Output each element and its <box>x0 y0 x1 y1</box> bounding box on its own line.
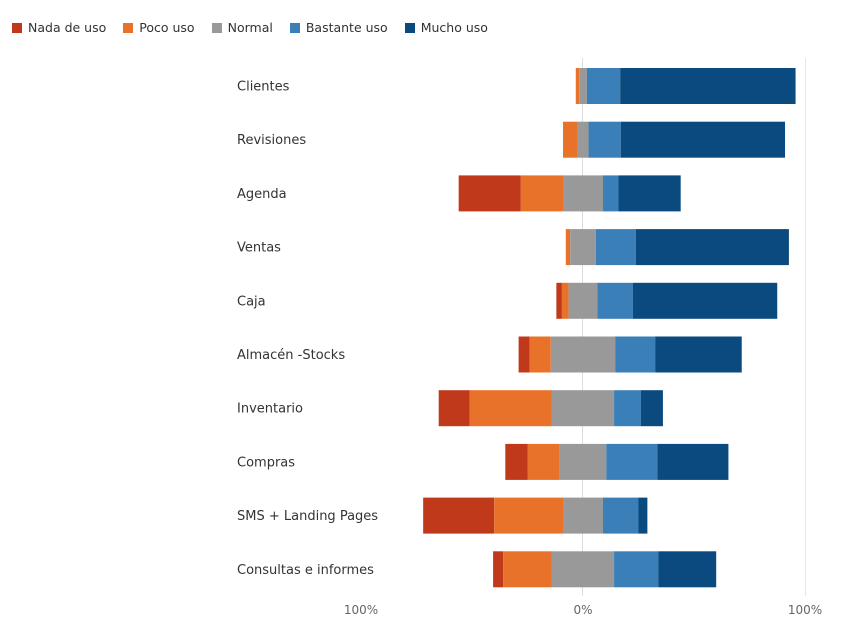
category-label: SMS + Landing Pages <box>237 509 378 524</box>
bar-segment-normal <box>551 551 615 588</box>
category-label: Agenda <box>237 187 287 202</box>
bar-segment-bastante-uso <box>595 229 636 266</box>
bar-segment-bastante-uso <box>586 68 621 104</box>
category-label: Caja <box>237 294 266 309</box>
category-label: Inventario <box>237 402 303 417</box>
category-label: Revisiones <box>237 133 306 148</box>
legend-swatch <box>12 22 22 33</box>
x-tick-label: 0% <box>573 603 592 617</box>
bar-segment-bastante-uso <box>614 390 641 427</box>
legend-swatch <box>123 22 134 33</box>
legend-label: Bastante uso <box>305 20 388 35</box>
x-tick-label: 100% <box>344 603 378 617</box>
bar-segment-mucho-uso <box>655 336 742 373</box>
bar-segment-poco-uso <box>494 497 564 534</box>
category-label: Almacén -Stocks <box>237 348 345 363</box>
bar-segment-bastante-uso <box>606 443 658 480</box>
bar-segment-normal <box>579 68 587 104</box>
bar-segment-bastante-uso <box>615 336 656 373</box>
legend-label: Poco uso <box>139 20 195 35</box>
legend-item-nada-de-uso: Nada de uso <box>12 20 106 35</box>
bar-segment-mucho-uso <box>638 497 648 534</box>
bar-segment-mucho-uso <box>640 390 663 427</box>
legend-item-poco-uso: Poco uso <box>123 20 195 35</box>
bar-segment-normal <box>570 229 596 266</box>
bar-segment-bastante-uso <box>602 497 639 534</box>
bar-segment-poco-uso <box>520 175 564 212</box>
bar-segment-bastante-uso <box>602 175 619 212</box>
legend-swatch <box>289 22 300 33</box>
bar-segment-normal <box>577 121 589 158</box>
category-label: Compras <box>237 455 295 470</box>
bar-segment-mucho-uso <box>635 229 789 266</box>
bar-segment-bastante-uso <box>597 282 633 319</box>
bar-segment-normal <box>559 443 607 480</box>
category-label: Clientes <box>237 80 290 95</box>
bar-segment-poco-uso <box>469 390 552 427</box>
bar-segment-mucho-uso <box>618 175 681 212</box>
bar-segment-bastante-uso <box>588 121 621 158</box>
legend-label: Normal <box>227 20 273 35</box>
legend-item-mucho-uso: Mucho uso <box>404 20 488 35</box>
bar-segment-nada-de-uso <box>505 443 528 480</box>
chart-legend: Nada de uso Poco uso Normal Bastante uso Muc… <box>12 20 505 35</box>
category-label: Ventas <box>237 241 281 256</box>
bar-segment-normal <box>551 390 615 427</box>
bar-segment-poco-uso <box>565 229 571 266</box>
bar-segment-normal <box>563 497 603 534</box>
bar-segment-mucho-uso <box>658 551 717 588</box>
bar-segment-poco-uso <box>527 443 560 480</box>
bar-segment-nada-de-uso <box>423 497 495 534</box>
bar-segment-normal <box>563 175 603 212</box>
category-label: Consultas e informes <box>237 563 374 578</box>
bar-segment-poco-uso <box>503 551 552 588</box>
legend-item-bastante-uso: Bastante uso <box>289 20 388 35</box>
bar-segment-normal <box>568 282 598 319</box>
bar-segment-poco-uso <box>529 336 551 373</box>
bar-segment-mucho-uso <box>620 121 786 158</box>
legend-swatch <box>404 22 415 33</box>
legend-item-normal: Normal <box>211 20 273 35</box>
legend-label: Nada de uso <box>28 20 107 35</box>
x-tick-label: 100% <box>788 603 822 617</box>
bar-segment-mucho-uso <box>657 443 729 480</box>
bar-segment-normal <box>550 336 616 373</box>
legend-swatch <box>211 22 222 33</box>
bar-segment-poco-uso <box>563 121 578 158</box>
bar-segment-nada-de-uso <box>438 390 470 427</box>
bar-segment-poco-uso <box>575 68 580 104</box>
bar-segment-bastante-uso <box>614 551 659 588</box>
legend-label: Mucho uso <box>420 20 488 35</box>
bar-segment-nada-de-uso <box>556 282 562 319</box>
bar-segment-mucho-uso <box>620 68 796 104</box>
bar-segment-nada-de-uso <box>458 175 521 212</box>
bar-segment-poco-uso <box>561 282 569 319</box>
bar-segment-nada-de-uso <box>518 336 530 373</box>
bar-segment-mucho-uso <box>632 282 778 319</box>
bar-segment-nada-de-uso <box>493 551 504 588</box>
